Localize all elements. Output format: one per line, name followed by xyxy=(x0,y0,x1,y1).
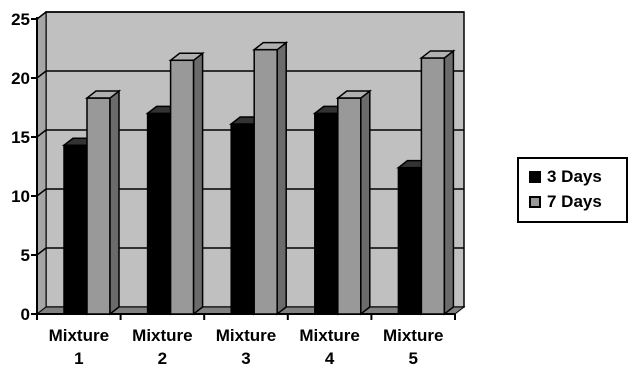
bar-4-series-2 xyxy=(335,89,372,316)
bar-side xyxy=(109,89,120,316)
bar-front xyxy=(146,112,172,315)
x-tick-label-1-line-2: 1 xyxy=(74,349,83,368)
y-axis-ticks: 0 5 10 15 20 25 xyxy=(11,10,37,324)
x-tick-label-4-line-2: 4 xyxy=(325,349,335,368)
bar-front xyxy=(314,112,339,315)
bar-front xyxy=(253,48,278,315)
bar-front xyxy=(169,59,195,315)
plot-side-wall xyxy=(36,10,47,316)
x-tick-label-4-line-1: Mixture xyxy=(299,326,359,345)
bar-front xyxy=(86,97,111,315)
bar-top xyxy=(168,52,205,62)
bar-top xyxy=(84,90,122,99)
x-axis-ticks: Mixture 1 Mixture 2 Mixture 3 Mixture 4 Mixture 5 xyxy=(36,314,456,368)
bar-top xyxy=(252,41,289,51)
gridline-25 xyxy=(36,11,464,20)
legend-swatch-series-1 xyxy=(529,170,541,183)
y-tick-label-5: 5 xyxy=(21,246,30,265)
bar-top xyxy=(419,50,456,59)
y-tick-label-15: 15 xyxy=(11,128,30,147)
x-tick-label-3-line-2: 3 xyxy=(241,349,250,368)
bar-side xyxy=(360,89,371,316)
x-tick-label-2-line-1: Mixture xyxy=(132,326,192,345)
x-tick-label-1-line-1: Mixture xyxy=(49,326,109,345)
x-tick-label-2-line-2: 2 xyxy=(158,349,167,368)
bar-front xyxy=(337,97,362,315)
x-tick-label-5-line-1: Mixture xyxy=(383,326,443,345)
x-tick-label-5-line-2: 5 xyxy=(408,349,417,368)
legend-label-series-2: 7 Days xyxy=(547,191,602,211)
bar-side xyxy=(276,41,287,316)
bars xyxy=(61,41,456,316)
y-tick-label-20: 20 xyxy=(11,69,30,88)
bar-5-series-2 xyxy=(419,49,456,316)
y-tick-label-25: 25 xyxy=(11,10,30,29)
legend-label-series-1: 3 Days xyxy=(547,166,602,186)
bar-top xyxy=(335,90,372,99)
bar-front xyxy=(63,144,88,315)
bar-front xyxy=(397,166,423,315)
bar-side xyxy=(192,51,204,316)
bar-3-series-2 xyxy=(252,41,289,316)
bar-side xyxy=(443,49,455,316)
y-tick-label-10: 10 xyxy=(11,187,30,206)
legend: 3 Days 7 Days xyxy=(517,157,628,223)
legend-item-series-1: 3 Days xyxy=(529,164,626,189)
bar-front xyxy=(420,57,446,315)
bar-front xyxy=(230,123,255,315)
bar-1-series-2 xyxy=(84,89,122,316)
legend-item-series-2: 7 Days xyxy=(529,189,626,214)
y-tick-label-0: 0 xyxy=(21,305,30,324)
gridline-20 xyxy=(36,70,464,79)
bar-2-series-2 xyxy=(168,51,205,316)
legend-swatch-series-2 xyxy=(529,195,541,208)
x-tick-label-3-line-1: Mixture xyxy=(216,326,276,345)
